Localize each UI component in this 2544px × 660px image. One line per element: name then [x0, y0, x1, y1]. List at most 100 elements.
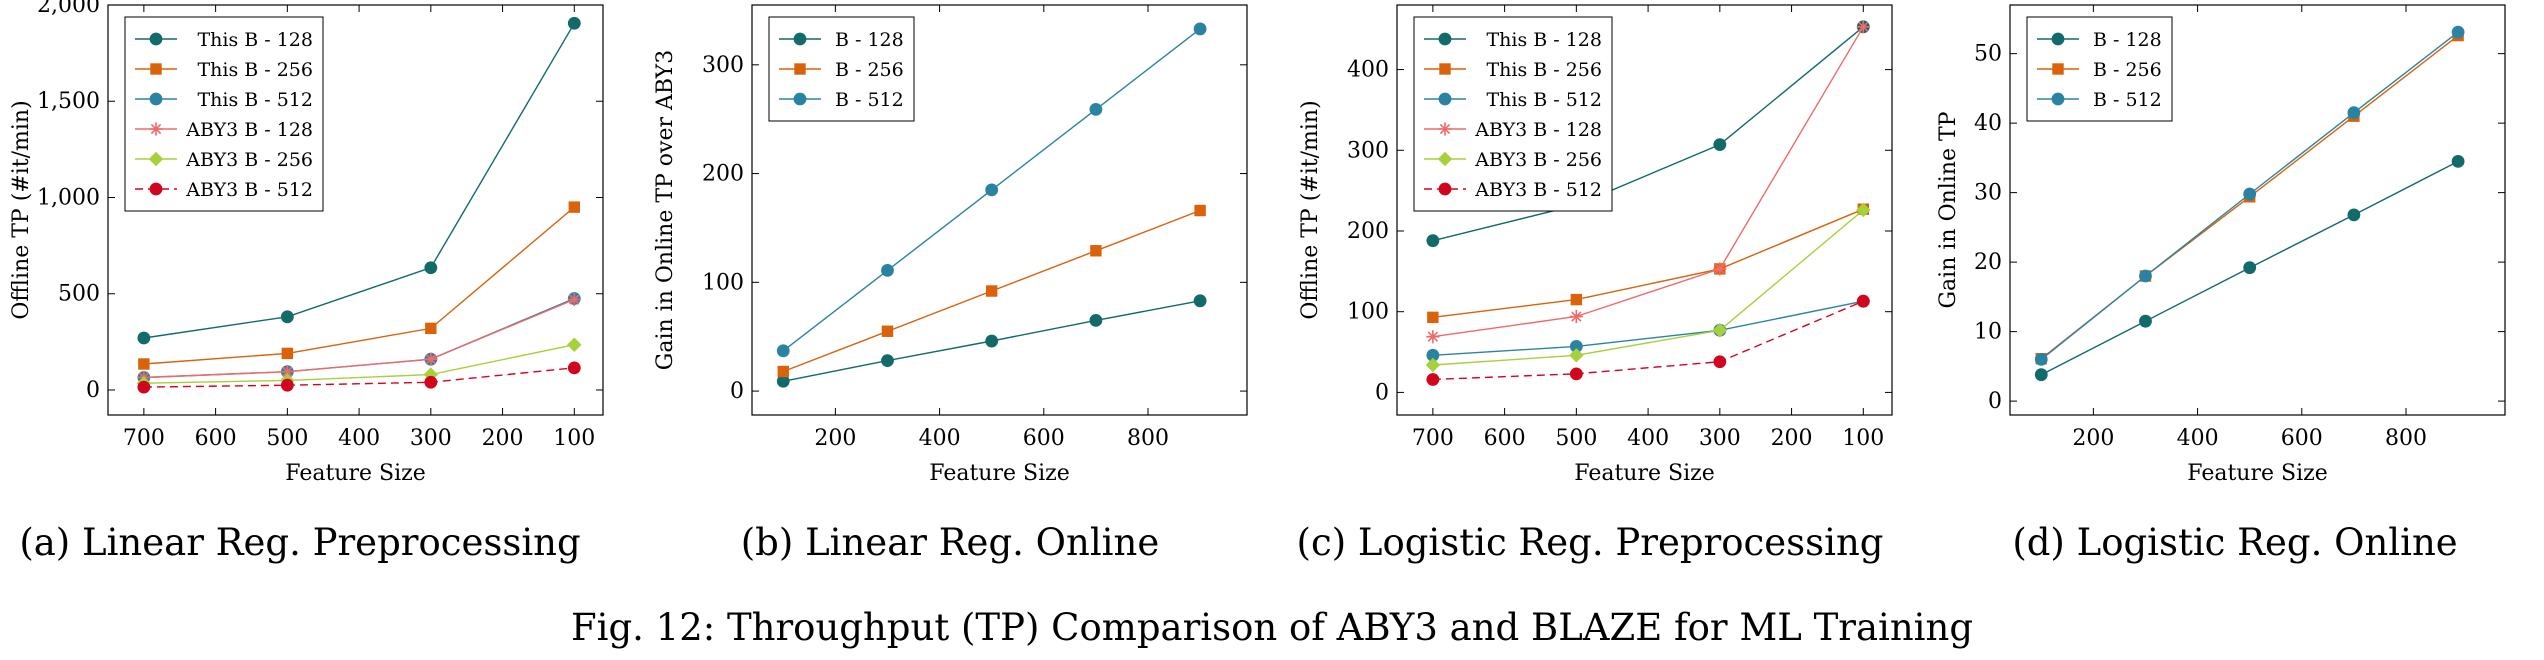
data-point [567, 16, 581, 30]
data-point [1569, 367, 1583, 381]
data-point [567, 292, 581, 307]
x-tick-label: 100 [1842, 426, 1884, 451]
data-point [1712, 323, 1728, 338]
data-point [2034, 368, 2048, 382]
series-line [1432, 300, 1864, 356]
data-point [2451, 154, 2465, 168]
legend-label: ABY3 B - 256 [1474, 149, 1602, 171]
legend-label: ABY3 B - 512 [1474, 179, 1602, 201]
data-point [568, 201, 581, 213]
legend-label: This B - 128 [197, 29, 313, 51]
data-point [280, 365, 294, 379]
y-tick-label: 1,000 [37, 185, 100, 210]
data-point [1438, 32, 1452, 46]
chart-panel-d: 200 400 600 800 0 10 20 30 40 50 Feature Size Gain … [1936, 4, 2506, 564]
data-point [794, 63, 806, 75]
legend-label: This B - 256 [197, 59, 313, 81]
series-2 [138, 201, 581, 370]
data-point [881, 325, 894, 337]
data-point [137, 331, 151, 345]
data-point [1713, 138, 1727, 152]
data-point [1089, 313, 1103, 327]
data-point [2243, 187, 2257, 201]
legend-label: B - 128 [2093, 29, 2162, 51]
x-axis-label: Feature Size [285, 461, 425, 486]
data-point [138, 358, 150, 370]
subfigure-caption: (b) Linear Reg. Online [741, 521, 1159, 564]
series-4 [137, 292, 581, 385]
legend: This B - 128 This B - 256 This B - 512 ABY3… [124, 16, 324, 212]
y-tick-label: 0 [1988, 389, 2002, 414]
series-line [143, 367, 575, 388]
series-line [1432, 26, 1864, 338]
data-point [425, 322, 437, 335]
data-point [881, 354, 894, 368]
data-point [149, 122, 163, 136]
legend-label: This B - 128 [1486, 29, 1602, 51]
legend-label: B - 512 [2093, 89, 2162, 111]
data-point [280, 310, 294, 324]
legend-label: ABY3 B - 512 [185, 179, 313, 201]
data-point [1713, 262, 1727, 276]
legend-label: B - 256 [2093, 59, 2162, 81]
y-tick-label: 100 [702, 270, 744, 295]
data-point [1439, 63, 1451, 75]
series-line [1432, 300, 1864, 381]
x-axis-label: Feature Size [1574, 461, 1714, 486]
chart-panels: 700 600 500 400 300 200 10005001,0001,5002,000… [9, 0, 2506, 564]
y-axis-label: Gain in Online TP [1936, 111, 1961, 308]
data-point [1426, 373, 1440, 386]
y-tick-label: 20 [1974, 250, 2002, 275]
x-tick-label: 600 [2281, 426, 2323, 451]
data-point [2243, 261, 2257, 275]
y-tick-label: 400 [1347, 58, 1389, 83]
series-line [143, 344, 575, 384]
data-point [2052, 63, 2064, 75]
legend-label: ABY3 B - 128 [185, 119, 313, 141]
y-axis-label: Offline TP (#it/min) [9, 100, 34, 319]
legend-label: B - 512 [835, 89, 904, 111]
x-tick-label: 100 [553, 426, 595, 451]
series-line [1432, 209, 1864, 366]
data-point [2051, 92, 2065, 106]
chart-panel-c: 700 600 500 400 300 200 100 0 100 200 300 400 Featur… [1297, 4, 1893, 564]
y-tick-label: 200 [702, 162, 744, 187]
y-tick-label: 2,000 [37, 0, 100, 18]
x-tick-label: 200 [482, 426, 524, 451]
data-point [777, 365, 789, 378]
series-line [143, 206, 575, 365]
data-point [424, 352, 438, 366]
data-point [149, 92, 163, 106]
data-point [881, 263, 894, 277]
legend-label: ABY3 B - 128 [1474, 119, 1602, 141]
legend-label: This B - 512 [197, 89, 313, 111]
series-line [1432, 208, 1864, 318]
y-tick-label: 0 [1375, 380, 1389, 405]
x-tick-label: 400 [919, 426, 961, 451]
plot-frame [1396, 4, 1893, 416]
data-point [137, 380, 151, 394]
data-point [567, 361, 581, 375]
data-point [1569, 309, 1583, 324]
series-line [1432, 26, 1864, 242]
series-line [143, 298, 575, 379]
data-point [1426, 234, 1440, 248]
series-6 [1426, 294, 1870, 386]
x-tick-label: 700 [123, 426, 165, 451]
legend-label: This B - 256 [1486, 59, 1602, 81]
data-point [2347, 208, 2361, 222]
figure-caption: Fig. 12: Throughput (TP) Comparison of A… [571, 606, 1973, 649]
series-3 [776, 22, 1207, 358]
data-point [1193, 22, 1207, 36]
x-tick-label: 400 [1627, 426, 1669, 451]
data-point [1427, 311, 1439, 324]
chart-panel-b: 200 400 600 800 0 100 200 300 Feature Size Gain i… [653, 4, 1248, 564]
x-tick-label: 400 [2177, 426, 2219, 451]
data-point [1193, 294, 1207, 308]
series-4 [1426, 20, 1870, 344]
data-point [281, 347, 294, 360]
data-point [1856, 202, 1871, 218]
data-point [2034, 353, 2048, 366]
legend-box [1413, 16, 1613, 212]
